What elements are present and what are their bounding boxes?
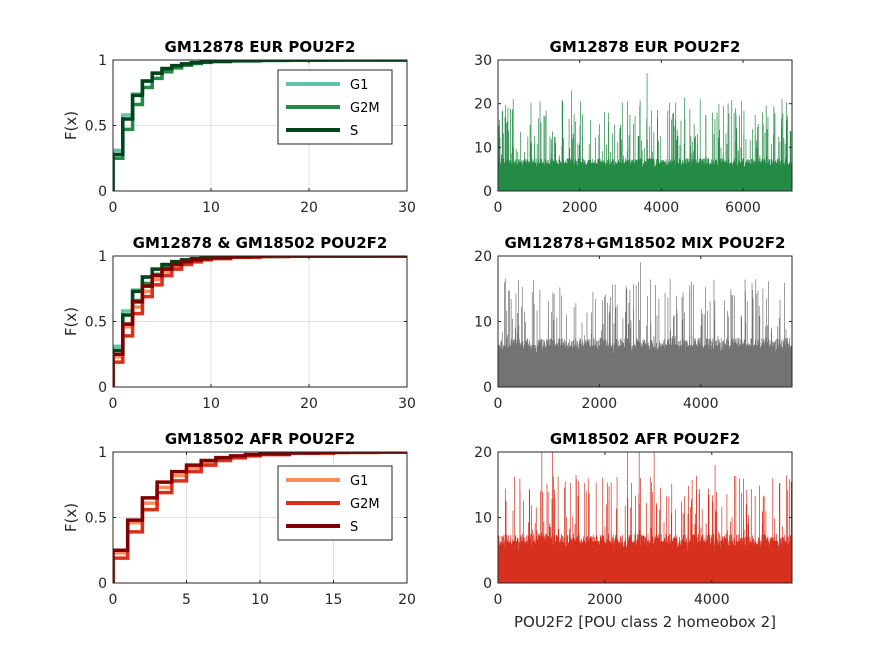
chart-ecdf-eur: 0 10 20 30 0 0.5 1 GM12878 EUR POU2F2 F(x) G1 G2M S [62,38,416,216]
y-tick-label: 30 [474,53,492,69]
y-tick-label: 20 [474,97,492,113]
y-axis-label: F(x) [62,111,80,140]
x-tick-label: 20 [300,396,318,412]
x-tick-label: 0 [109,396,118,412]
legend-label-G2M: G2M [350,101,380,116]
x-tick-label: 4000 [644,200,680,216]
axes-box [497,59,793,192]
plot-area [498,452,792,583]
x-tick-label: 4000 [683,396,719,412]
y-tick-label: 1 [98,249,107,265]
chart-title: GM12878+GM18502 MIX POU2F2 [505,234,786,252]
chart-ecdf-mix: 0 10 20 30 0 0.5 1 GM12878 & GM18502 POU2F2 F(x) [62,234,416,412]
legend-label-G1: G1 [350,78,368,93]
chart-hist-eur: 0 2000 4000 6000 0 10 20 30 GM12878 EUR POU2F2 [474,38,793,216]
x-tick-label: 0 [494,396,503,412]
y-axis-label: F(x) [62,307,80,336]
x-tick-label: 0 [494,592,503,608]
x-tick-label: 2000 [587,592,623,608]
y-tick-label: 0 [98,576,107,592]
y-axis-label: F(x) [62,503,80,532]
x-tick-label: 5 [182,592,191,608]
y-tick-label: 0 [98,184,107,200]
x-tick-label: 10 [202,200,220,216]
series-S-line [113,452,407,583]
y-tick-label: 20 [474,249,492,265]
y-tick-label: 0 [483,184,492,200]
histogram-bars [498,452,792,583]
y-tick-label: 10 [474,511,492,527]
x-tick-label: 0 [109,592,118,608]
y-tick-label: 0.5 [85,119,107,135]
x-tick-label: 4000 [694,592,730,608]
legend: G1 G2M S [277,465,393,541]
x-tick-label: 30 [398,396,416,412]
x-tick-label: 10 [202,396,220,412]
plot-area [498,262,792,387]
chart-title: GM12878 EUR POU2F2 [550,38,741,56]
x-tick-label: 30 [398,200,416,216]
plot-area [498,73,792,191]
chart-title: GM12878 & GM18502 POU2F2 [133,234,388,252]
chart-ecdf-afr: 0 5 10 15 20 0 0.5 1 GM18502 AFR POU2F2 F(x) G1 G2M… [62,430,416,608]
x-tick-label: 15 [325,592,343,608]
chart-hist-afr: 0 2000 4000 0 10 20 GM18502 AFR POU2F2 POU2F2 [… [474,430,793,631]
chart-title: GM18502 AFR POU2F2 [550,430,740,448]
y-tick-label: 0.5 [85,511,107,527]
x-tick-label: 20 [398,592,416,608]
legend-label-S: S [350,124,358,139]
legend: G1 G2M S [277,69,393,145]
legend-label-S: S [350,520,358,535]
x-tick-label: 10 [251,592,269,608]
y-tick-label: 0.5 [85,315,107,331]
legend-label-G1: G1 [350,474,368,489]
x-tick-label: 6000 [725,200,761,216]
chart-hist-mix: 0 2000 4000 0 10 20 GM12878+GM18502 MIX POU2F2 [474,234,793,412]
y-tick-label: 1 [98,445,107,461]
chart-title: GM12878 EUR POU2F2 [165,38,356,56]
x-tick-label: 2000 [562,200,598,216]
x-tick-label: 0 [109,200,118,216]
chart-title: GM18502 AFR POU2F2 [165,430,355,448]
histogram-bars [498,262,792,387]
x-tick-label: 0 [494,200,503,216]
x-tick-label: 20 [300,200,318,216]
y-tick-label: 0 [483,576,492,592]
x-axis-label: POU2F2 [POU class 2 homeobox 2] [514,613,776,631]
y-tick-label: 10 [474,315,492,331]
legend-label-G2M: G2M [350,497,380,512]
x-tick-label: 2000 [582,396,618,412]
histogram-bars [498,73,792,191]
series-S-line [113,256,407,387]
y-tick-label: 10 [474,140,492,156]
y-tick-label: 0 [98,380,107,396]
y-tick-label: 1 [98,53,107,69]
y-tick-label: 20 [474,445,492,461]
y-tick-label: 0 [483,380,492,396]
